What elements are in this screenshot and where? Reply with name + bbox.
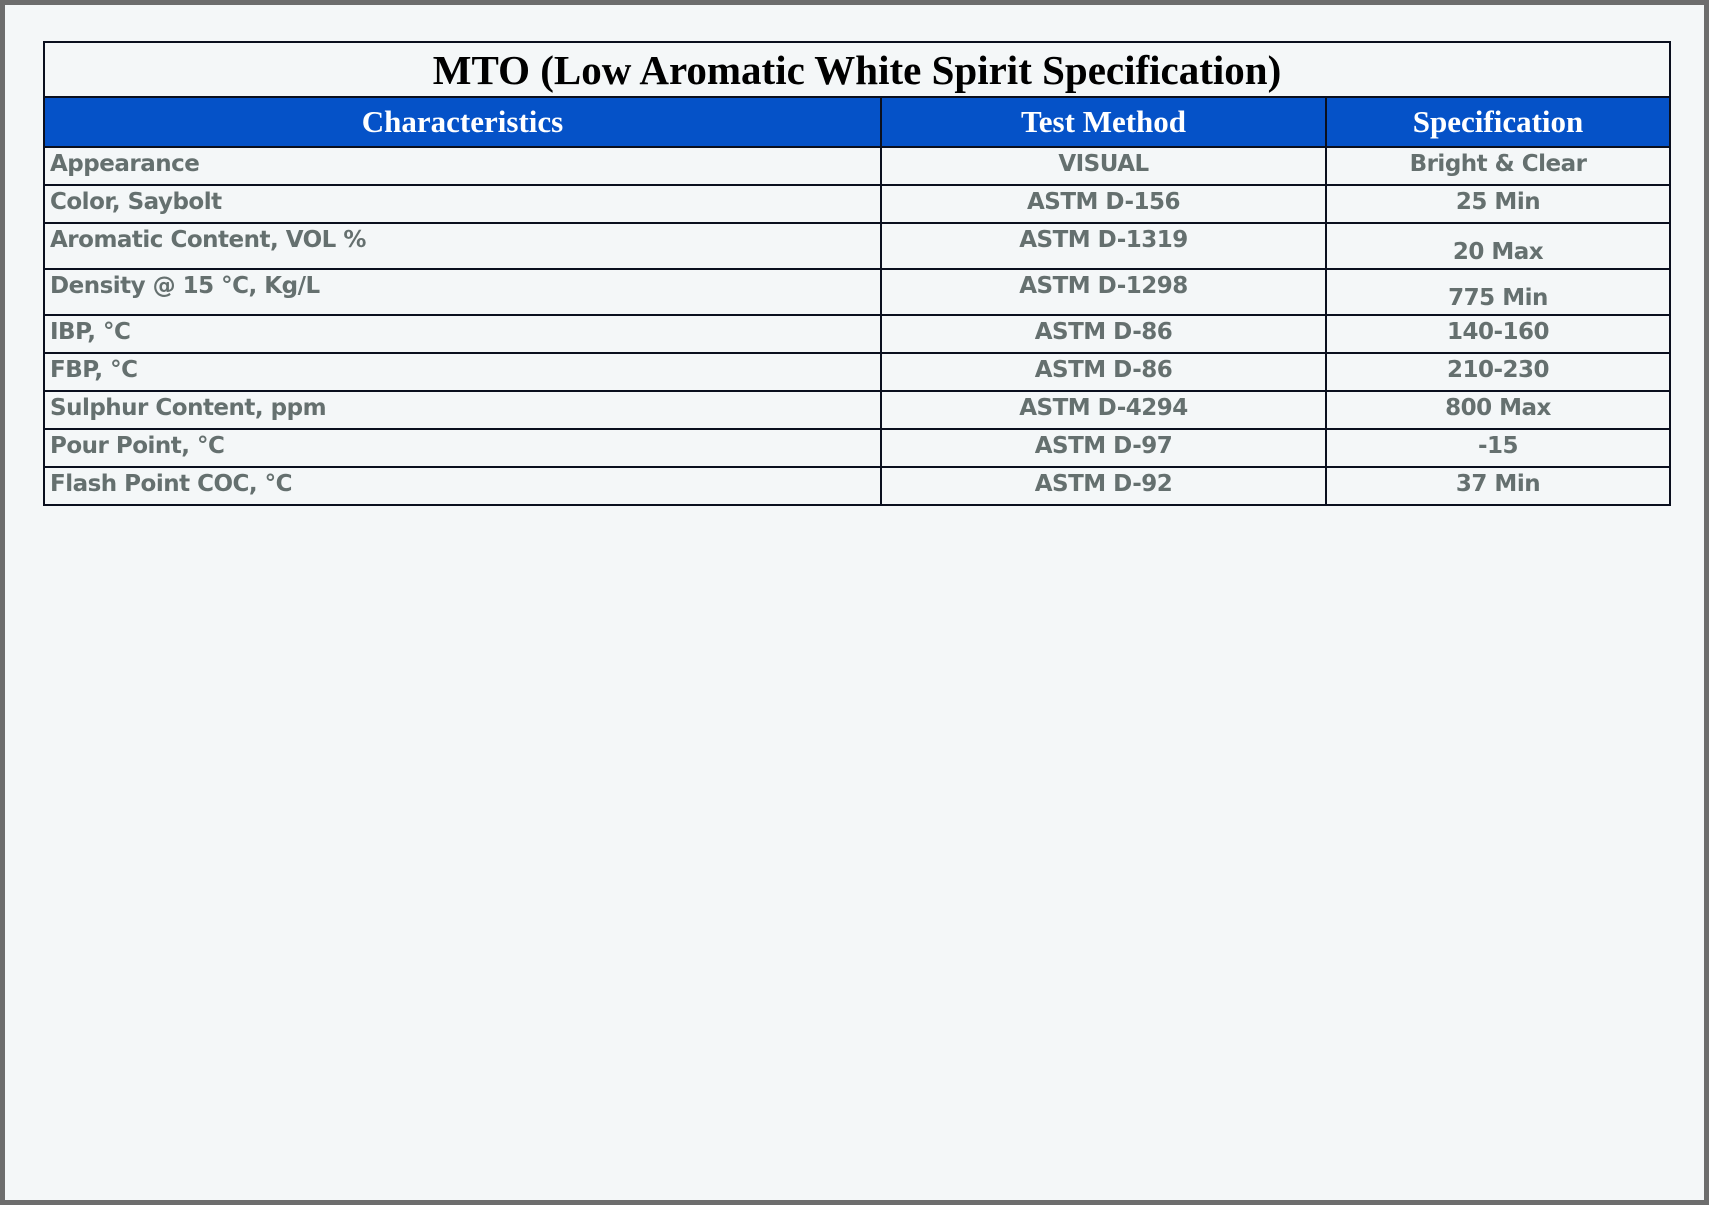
test-method-cell: ASTM D-156 [880, 184, 1327, 224]
test-method-cell: ASTM D-4294 [880, 390, 1327, 430]
specification-cell: 775 Min [1324, 268, 1672, 316]
specification-cell: -15 [1324, 428, 1672, 468]
header-test-method: Test Method [880, 96, 1327, 148]
table-row: Pour Point, °C ASTM D-97 -15 [43, 428, 1672, 468]
characteristic-cell: IBP, °C [43, 314, 882, 354]
table-row: Color, Saybolt ASTM D-156 25 Min [43, 184, 1672, 224]
characteristic-cell: Appearance [43, 146, 882, 186]
specification-cell: 25 Min [1324, 184, 1672, 224]
table-row: IBP, °C ASTM D-86 140-160 [43, 314, 1672, 354]
header-specification: Specification [1324, 96, 1672, 148]
specification-cell: 140-160 [1324, 314, 1672, 354]
table-row: Aromatic Content, VOL % ASTM D-1319 20 Max [43, 222, 1672, 270]
characteristic-cell: Density @ 15 °C, Kg/L [43, 268, 882, 316]
table-row: Density @ 15 °C, Kg/L ASTM D-1298 775 Min [43, 268, 1672, 316]
spec-table: MTO (Low Aromatic White Spirit Specifica… [42, 41, 1672, 506]
table-row: Flash Point COC, °C ASTM D-92 37 Min [43, 466, 1672, 506]
specification-cell: 20 Max [1324, 222, 1672, 270]
characteristic-cell: Aromatic Content, VOL % [43, 222, 882, 270]
test-method-cell: ASTM D-86 [880, 352, 1327, 392]
header-characteristics: Characteristics [43, 96, 882, 148]
specification-cell: 210-230 [1324, 352, 1672, 392]
specification-cell: 37 Min [1324, 466, 1672, 506]
table-row: Sulphur Content, ppm ASTM D-4294 800 Max [43, 390, 1672, 430]
table-row: FBP, °C ASTM D-86 210-230 [43, 352, 1672, 392]
test-method-cell: ASTM D-86 [880, 314, 1327, 354]
test-method-cell: ASTM D-92 [880, 466, 1327, 506]
characteristic-cell: Sulphur Content, ppm [43, 390, 882, 430]
header-row: Characteristics Test Method Specificatio… [43, 96, 1672, 148]
specification-cell: Bright & Clear [1324, 146, 1672, 186]
test-method-cell: ASTM D-1319 [880, 222, 1327, 270]
characteristic-cell: Flash Point COC, °C [43, 466, 882, 506]
test-method-cell: ASTM D-1298 [880, 268, 1327, 316]
specification-cell: 800 Max [1324, 390, 1672, 430]
test-method-cell: VISUAL [880, 146, 1327, 186]
test-method-cell: ASTM D-97 [880, 428, 1327, 468]
table-row: Appearance VISUAL Bright & Clear [43, 146, 1672, 186]
table-title: MTO (Low Aromatic White Spirit Specifica… [42, 41, 1672, 98]
characteristic-cell: FBP, °C [43, 352, 882, 392]
characteristic-cell: Color, Saybolt [43, 184, 882, 224]
characteristic-cell: Pour Point, °C [43, 428, 882, 468]
